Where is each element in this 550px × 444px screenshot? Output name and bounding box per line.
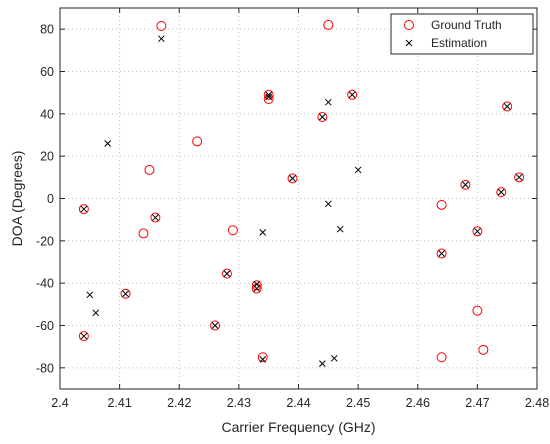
ground-truth-point [120,288,131,299]
ground-truth-point [436,199,447,210]
y-tick-label: -20 [36,234,54,248]
y-tick-label: 80 [40,23,54,37]
ground-truth-point [138,228,149,239]
y-tick-label: 0 [47,192,54,206]
estimation-point [223,270,231,277]
ground-truth-point [257,352,268,363]
estimation-point [324,200,332,208]
ground-truth-point [263,89,274,100]
estimation-point [92,309,100,317]
estimation-point [354,166,362,174]
x-tick-label: 2.41 [107,396,131,410]
y-tick-label: 40 [40,107,54,121]
estimation-point [211,322,219,329]
y-tick-label: -60 [36,319,54,333]
x-tick-label: 2.44 [286,396,310,410]
estimation-point [104,140,112,147]
y-axis-label: DOA (Degrees) [9,151,25,247]
plot-frame [59,7,538,390]
ground-truth-point [251,280,262,291]
estimation-point [152,214,159,221]
estimation-point [253,280,261,288]
estimation-point [122,290,129,298]
estimation-point [158,35,165,43]
x-tick-label: 2.43 [227,396,251,410]
estimation-point [265,93,273,101]
estimation-point [438,250,445,257]
x-tick-label: 2.45 [346,396,370,410]
y-tick-label: 20 [40,150,54,164]
estimation-point [289,175,296,182]
ground-truth-point [227,225,238,236]
estimation-point [462,181,469,189]
x-tick-label: 2.42 [167,396,191,410]
x-tick-label: 2.46 [406,396,430,410]
y-tick-label: -40 [36,277,54,291]
ground-truth-point [221,268,232,279]
ground-truth-point [144,164,155,175]
ground-truth-point [460,179,471,190]
estimation-point [80,332,88,340]
ground-truth-point [514,172,525,183]
ground-truth-point [436,248,447,259]
y-tick-label: -80 [36,361,54,375]
legend: Ground Truth Estimation [390,13,534,55]
x-tick-label: 2.47 [465,396,489,410]
ground-truth-point [210,320,221,331]
estimation-point [324,98,332,106]
ground-truth-point [502,101,513,112]
estimation-point [265,91,273,99]
ground-truth-point [347,89,358,100]
ground-truth-point [150,212,161,223]
series-estimation [80,35,523,367]
estimation-point [336,225,344,233]
ground-truth-point [156,20,167,31]
estimation-point [348,91,356,99]
y-tick-label: 60 [40,65,54,79]
ground-truth-point [496,187,507,198]
x-tick-label: 2.4 [51,396,68,410]
legend-label: Estimation [431,36,487,50]
ground-truth-point [192,136,203,147]
x-tick-label: 2.48 [525,396,549,410]
legend-box [390,13,534,55]
legend-x-marker [405,39,413,47]
estimation-point [474,227,481,235]
estimation-point [80,205,88,213]
ground-truth-point [436,352,447,363]
estimation-point [318,113,326,121]
legend-label: Ground Truth [431,18,502,32]
ground-truth-point [472,305,483,316]
ground-truth-point [78,331,89,342]
legend-circle-marker [404,20,414,30]
data-points [78,19,525,367]
estimation-point [318,360,326,367]
ground-truth-point [317,112,328,123]
x-axis-label: Carrier Frequency (GHz) [221,419,375,435]
ground-truth-point [478,344,489,355]
ground-truth-point [287,173,298,184]
estimation-point [515,173,523,181]
estimation-point [86,291,94,299]
ground-truth-point [472,226,483,237]
tick-labels: 2.4 2.41 2.42 2.43 2.44 2.45 2.46 2.47 2.48 -80 -6… [36,23,549,410]
estimation-point [259,229,267,236]
ground-truth-point [78,204,89,215]
estimation-point [259,356,267,363]
estimation-point [330,354,338,362]
estimation-point [497,188,505,196]
ground-truth-point [323,19,334,30]
estimation-point [503,103,511,110]
